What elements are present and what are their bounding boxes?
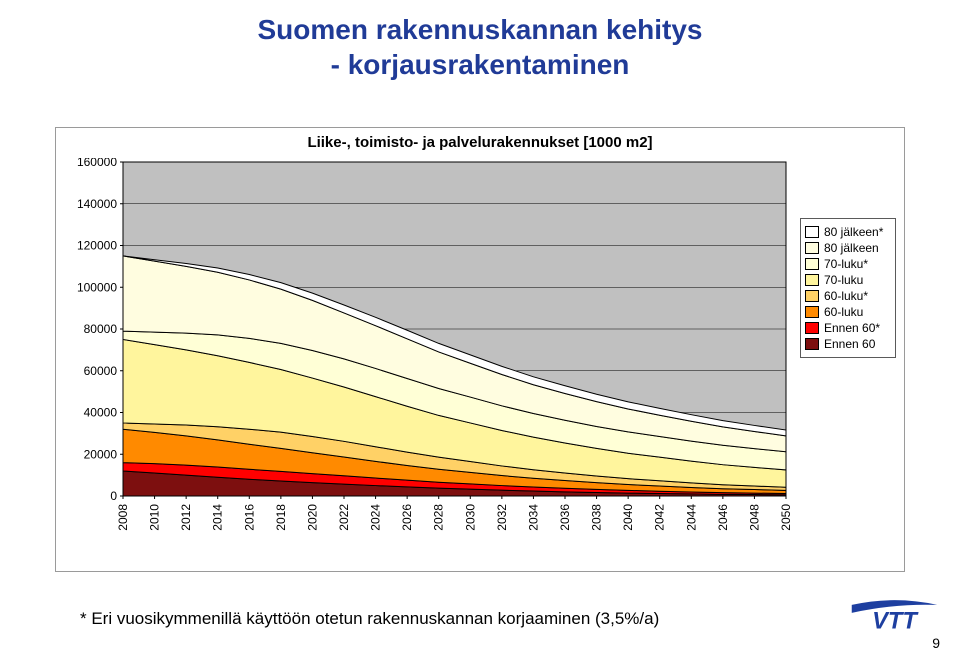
svg-text:2044: 2044 xyxy=(684,504,698,531)
legend-swatch-icon xyxy=(805,338,819,350)
legend-swatch-icon xyxy=(805,306,819,318)
legend-label: 70-luku* xyxy=(824,257,868,271)
svg-text:2014: 2014 xyxy=(211,504,225,531)
legend-swatch-icon xyxy=(805,226,819,238)
svg-text:2008: 2008 xyxy=(116,504,130,531)
legend-label: Ennen 60 xyxy=(824,337,875,351)
svg-text:2028: 2028 xyxy=(432,504,446,531)
legend-swatch-icon xyxy=(805,274,819,286)
legend-label: 60-luku xyxy=(824,305,863,319)
legend-swatch-icon xyxy=(805,290,819,302)
legend-label: 80 jälkeen xyxy=(824,241,879,255)
legend-item-ennen60: Ennen 60 xyxy=(805,337,891,351)
svg-text:0: 0 xyxy=(110,489,117,503)
title-line-2: - korjausrakentaminen xyxy=(331,49,630,80)
slide: Suomen rakennuskannan kehitys - korjausr… xyxy=(0,12,960,657)
chart-plot-area: 0 20000 40000 60000 80000 100000 120000 140000 1… xyxy=(68,158,792,531)
legend-swatch-icon xyxy=(805,258,819,270)
svg-text:2042: 2042 xyxy=(653,504,667,531)
svg-text:60000: 60000 xyxy=(84,364,118,378)
vtt-logo: VTT xyxy=(847,597,942,635)
svg-text:2030: 2030 xyxy=(463,504,477,531)
svg-text:2022: 2022 xyxy=(337,504,351,531)
svg-text:2050: 2050 xyxy=(779,504,792,531)
legend-label: 60-luku* xyxy=(824,289,868,303)
page-number: 9 xyxy=(932,635,940,651)
slide-title: Suomen rakennuskannan kehitys - korjausr… xyxy=(0,12,960,82)
svg-text:2010: 2010 xyxy=(148,504,162,531)
legend-label: Ennen 60* xyxy=(824,321,880,335)
svg-text:2020: 2020 xyxy=(305,504,319,531)
legend-label: 80 jälkeen* xyxy=(824,225,883,239)
legend-item-ennen60s: Ennen 60* xyxy=(805,321,891,335)
svg-text:2024: 2024 xyxy=(369,504,383,531)
svg-text:2032: 2032 xyxy=(495,504,509,531)
svg-text:20000: 20000 xyxy=(84,447,118,461)
svg-text:2018: 2018 xyxy=(274,504,288,531)
svg-text:2012: 2012 xyxy=(179,504,193,531)
svg-text:2040: 2040 xyxy=(621,504,635,531)
svg-text:140000: 140000 xyxy=(77,197,117,211)
legend-item-luku60s: 60-luku* xyxy=(805,289,891,303)
legend-swatch-icon xyxy=(805,322,819,334)
svg-text:2026: 2026 xyxy=(400,504,414,531)
svg-text:120000: 120000 xyxy=(77,239,117,253)
chart-legend: 80 jälkeen* 80 jälkeen 70-luku* 70-luku 60-l… xyxy=(800,218,896,358)
legend-item-luku60: 60-luku xyxy=(805,305,891,319)
chart-subtitle: Liike-, toimisto- ja palvelurakennukset … xyxy=(60,134,900,151)
logo-text: VTT xyxy=(872,608,919,635)
legend-swatch-icon xyxy=(805,242,819,254)
legend-item-jalkeen80: 80 jälkeen xyxy=(805,241,891,255)
legend-item-jalkeen80s: 80 jälkeen* xyxy=(805,225,891,239)
svg-text:2034: 2034 xyxy=(526,504,540,531)
svg-text:80000: 80000 xyxy=(84,322,118,336)
svg-text:2036: 2036 xyxy=(558,504,572,531)
legend-item-luku70: 70-luku xyxy=(805,273,891,287)
title-line-1: Suomen rakennuskannan kehitys xyxy=(257,14,702,45)
svg-text:2016: 2016 xyxy=(242,504,256,531)
svg-text:160000: 160000 xyxy=(77,158,117,169)
legend-item-luku70s: 70-luku* xyxy=(805,257,891,271)
footnote-text: * Eri vuosikymmenillä käyttöön otetun ra… xyxy=(80,609,659,629)
svg-text:2048: 2048 xyxy=(747,504,761,531)
legend-label: 70-luku xyxy=(824,273,863,287)
svg-text:100000: 100000 xyxy=(77,280,117,294)
svg-text:40000: 40000 xyxy=(84,406,118,420)
svg-text:2046: 2046 xyxy=(716,504,730,531)
chart-frame: Liike-, toimisto- ja palvelurakennukset … xyxy=(55,127,905,572)
svg-text:2038: 2038 xyxy=(590,504,604,531)
stacked-area-chart: 0 20000 40000 60000 80000 100000 120000 140000 1… xyxy=(68,158,792,531)
